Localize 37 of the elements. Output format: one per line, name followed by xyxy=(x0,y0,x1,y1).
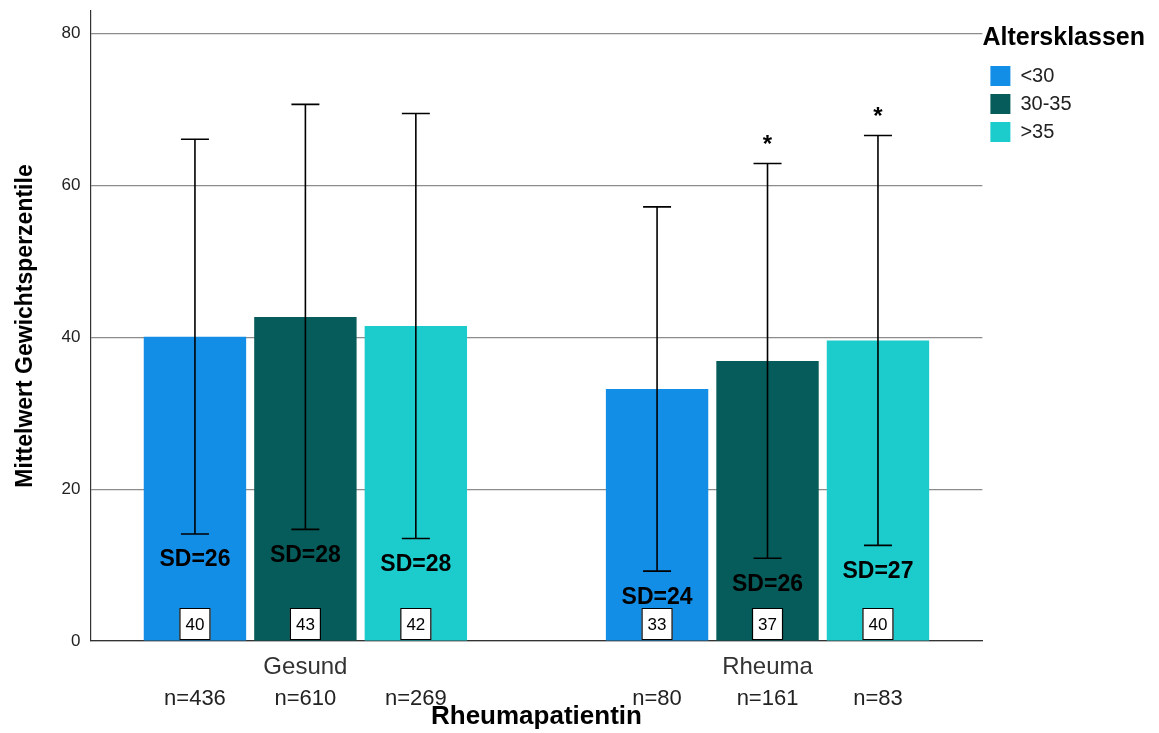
annotation: SD=26 xyxy=(732,569,803,596)
legend-label: <30 xyxy=(1020,63,1055,86)
bar xyxy=(254,316,357,641)
y-axis-title: Mittelwert Gewichtsperzentile xyxy=(11,164,38,488)
bar xyxy=(143,336,247,641)
y-tick-label: 20 xyxy=(61,478,81,498)
text: n=436 xyxy=(164,685,226,711)
data-label: 37 xyxy=(758,614,777,634)
legend-label: >35 xyxy=(1020,119,1055,142)
text: n=80 xyxy=(632,685,682,711)
text: n=610 xyxy=(274,685,337,711)
y-tick-label: 60 xyxy=(61,175,81,195)
annotation: * xyxy=(762,130,773,158)
annotation: * xyxy=(873,102,884,130)
x-tick-label: Gesund xyxy=(263,652,348,680)
data-label: 42 xyxy=(406,614,426,634)
legend-title: Altersklassen xyxy=(982,22,1146,51)
y-tick-label: 80 xyxy=(61,23,81,43)
y-tick-label: 0 xyxy=(71,630,81,650)
text: n=161 xyxy=(736,685,799,711)
bar xyxy=(364,326,468,641)
annotation: SD=24 xyxy=(621,582,693,609)
annotation: SD=28 xyxy=(269,540,342,567)
annotation: SD=28 xyxy=(380,549,452,576)
annotation: SD=27 xyxy=(842,556,914,583)
bar xyxy=(716,360,819,641)
legend-label: 30-35 xyxy=(1020,91,1072,114)
bar xyxy=(826,340,930,641)
text: n=83 xyxy=(853,685,903,711)
data-label: 40 xyxy=(185,614,205,634)
x-tick-label: Rheuma xyxy=(722,652,814,680)
y-tick-label: 40 xyxy=(61,327,81,347)
annotation: SD=26 xyxy=(159,545,231,572)
data-label: 43 xyxy=(295,614,315,634)
bar xyxy=(605,389,709,641)
data-label: 40 xyxy=(868,614,888,634)
data-label: 33 xyxy=(647,614,667,634)
